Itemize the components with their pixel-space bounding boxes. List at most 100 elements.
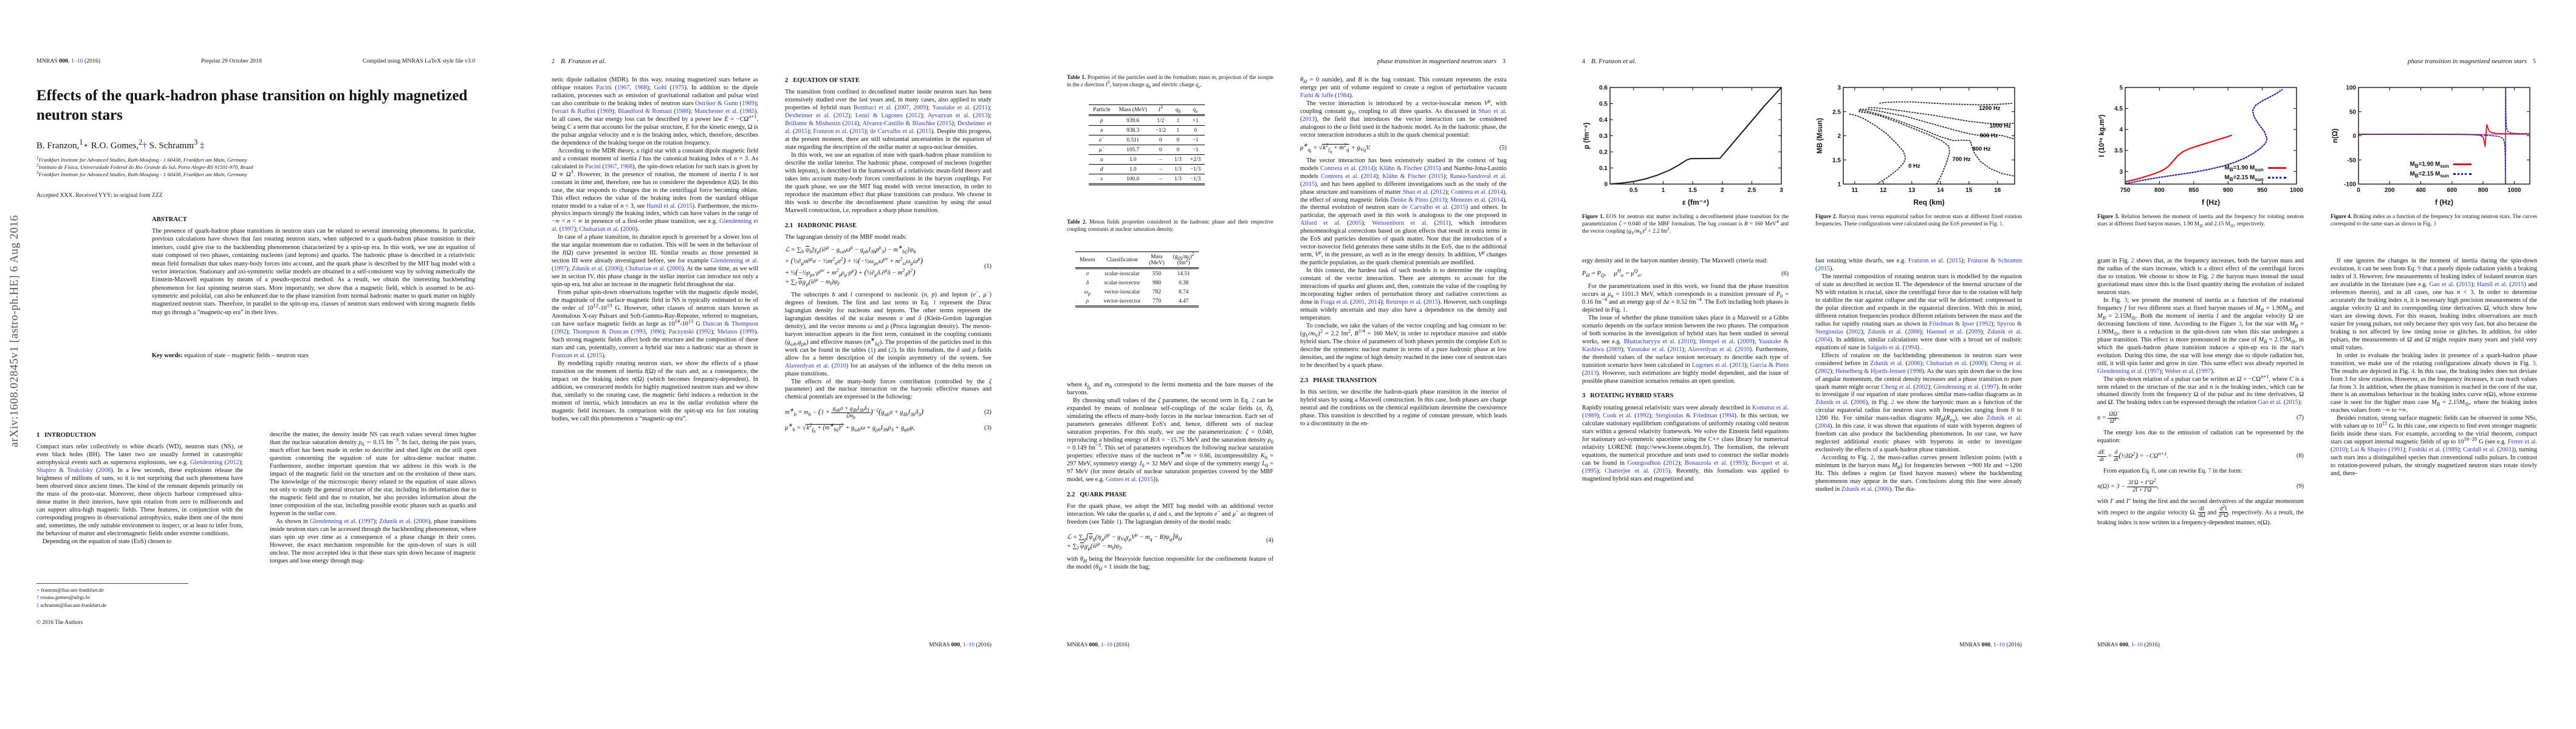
citation-link[interactable]: Alford et al.: [1300, 220, 1341, 227]
citation-link[interactable]: 2005: [1349, 220, 1362, 227]
citation-link[interactable]: 2014: [844, 120, 857, 128]
citation-link[interactable]: 2009: [913, 104, 927, 112]
citation-link[interactable]: 2000: [623, 226, 635, 233]
citation-link[interactable]: 1995: [1584, 467, 1597, 474]
citation-link[interactable]: 2012: [1433, 188, 1446, 196]
citation-link[interactable]: Yasutake et al.: [1627, 346, 1665, 353]
citation-link[interactable]: Zdunik et al.: [379, 518, 412, 525]
citation-link[interactable]: 4: [2411, 368, 2414, 375]
citation-link[interactable]: Chubarian et al.: [579, 226, 619, 233]
citation-link[interactable]: Thompson & Duncan: [572, 329, 629, 335]
citation-link[interactable]: 2014: [1361, 165, 1374, 172]
citation-link[interactable]: de Carvalho et al.: [1402, 204, 1449, 211]
citation-link[interactable]: Gourgoulhon: [1627, 459, 1661, 467]
citation-link[interactable]: Franzon et al.: [813, 128, 848, 135]
citation-link[interactable]: 2009: [1739, 338, 1753, 345]
citation-link[interactable]: 2015: [589, 352, 602, 359]
citation-link[interactable]: 1998: [1909, 368, 1922, 375]
citation-link[interactable]: 2008: [98, 467, 111, 474]
citation-link[interactable]: 2: [1891, 399, 1894, 406]
citation-link[interactable]: Cheng et al.: [1881, 383, 1912, 391]
citation-link[interactable]: 1997: [553, 265, 567, 273]
citation-link[interactable]: ⋆: [83, 141, 89, 151]
citation-link[interactable]: 2004: [1817, 423, 1831, 430]
citation-link[interactable]: 1992: [698, 329, 711, 335]
citation-link[interactable]: Pacini: [596, 84, 612, 91]
citation-link[interactable]: 1: [1622, 306, 1626, 313]
citation-link[interactable]: 2: [2131, 258, 2134, 264]
citation-link[interactable]: 2015: [1140, 476, 1154, 483]
citation-link[interactable]: 1999: [742, 329, 755, 335]
citation-link[interactable]: Alaverdyan et al.: [785, 362, 829, 369]
citation-link[interactable]: Franzon & Schramm: [1967, 258, 2022, 264]
citation-link[interactable]: Paczynski: [668, 329, 694, 335]
citation-link[interactable]: 2013: [1432, 196, 1445, 204]
citation-link[interactable]: 2015: [852, 128, 865, 135]
citation-link[interactable]: 1988: [676, 108, 689, 115]
citation-link[interactable]: Lenzi & Lugones: [855, 112, 903, 120]
citation-link[interactable]: 2009: [1608, 346, 1622, 353]
citation-link[interactable]: †: [36, 594, 39, 601]
citation-link[interactable]: Klähn & Fischer: [1379, 165, 1422, 172]
citation-link[interactable]: 2000: [669, 265, 682, 273]
citation-link[interactable]: Glendenning et al.: [310, 518, 357, 525]
citation-link[interactable]: 1: [1999, 221, 2002, 227]
citation-link[interactable]: 2002: [1915, 383, 1928, 391]
citation-link[interactable]: 3: [2433, 221, 2436, 227]
citation-link[interactable]: 2015: [1302, 180, 1315, 188]
citation-link[interactable]: Contrera et al.: [1320, 165, 1357, 172]
citation-link[interactable]: 2004: [1817, 336, 1831, 343]
citation-link[interactable]: 1975: [671, 84, 685, 91]
citation-link[interactable]: 1997: [2146, 368, 2160, 375]
citation-link[interactable]: 2015: [919, 128, 932, 135]
citation-link[interactable]: 1992: [553, 329, 567, 335]
citation-link[interactable]: Dexheimer et al.: [785, 112, 831, 120]
citation-link[interactable]: Glendenning et al.: [1933, 383, 1980, 391]
citation-link[interactable]: Glendenning et al.: [2097, 368, 2143, 375]
citation-link[interactable]: 2015: [1817, 265, 1831, 272]
citation-link[interactable]: 1: [1116, 518, 1120, 525]
citation-link[interactable]: 2012: [908, 112, 921, 120]
citation-link[interactable]: Franzon et al.: [1908, 258, 1945, 264]
citation-link[interactable]: Cheng et al.: [1990, 360, 2022, 367]
citation-link[interactable]: 1985: [742, 108, 755, 115]
citation-link[interactable]: 1997: [561, 226, 574, 233]
citation-link[interactable]: Yasutake et al.: [932, 104, 971, 112]
citation-link[interactable]: 1997: [1984, 383, 1996, 391]
citation-link[interactable]: 2010: [2332, 447, 2346, 454]
citation-link[interactable]: 2: [1251, 397, 1255, 404]
citation-link[interactable]: 2001: [2499, 447, 2512, 454]
citation-link[interactable]: Komatsu et al.: [1752, 404, 1789, 411]
citation-link[interactable]: 2: [1870, 454, 1874, 462]
citation-link[interactable]: 2006: [416, 518, 429, 525]
citation-link[interactable]: Zdunik et al.: [1987, 328, 2022, 335]
citation-link[interactable]: 1996: [649, 329, 662, 335]
citation-link[interactable]: 1997: [2198, 368, 2211, 375]
citation-link[interactable]: Yasutake & Kashiwa: [1582, 338, 1789, 353]
citation-link[interactable]: 1989: [2445, 447, 2458, 454]
citation-link[interactable]: 2008: [1907, 328, 1920, 335]
citation-link[interactable]: Weber et al.: [2165, 368, 2195, 375]
citation-link[interactable]: Zdunik et al.: [1815, 399, 1849, 406]
citation-link[interactable]: Contrera et al.: [1321, 173, 1359, 180]
citation-link[interactable]: 3: [2124, 296, 2128, 304]
citation-link[interactable]: 1968: [620, 163, 633, 170]
citation-link[interactable]: Zdunik et al.: [572, 265, 604, 273]
citation-link[interactable]: Spyrou & Stergioulas: [1815, 320, 2022, 335]
citation-link[interactable]: Hamil et al.: [646, 202, 676, 210]
citation-link[interactable]: 1997: [360, 518, 374, 525]
citation-link[interactable]: Friedman & Ipser: [1929, 320, 1975, 327]
citation-link[interactable]: 2006: [1907, 360, 1920, 367]
citation-link[interactable]: Chubarian et al.: [1926, 360, 1968, 367]
citation-link[interactable]: 1: [870, 346, 874, 354]
citation-link[interactable]: Cook et al.: [1603, 412, 1632, 419]
citation-link[interactable]: 2015: [1425, 299, 1439, 306]
citation-link[interactable]: Heiselberg & Hjorth-Jensen: [1835, 368, 1906, 375]
citation-link[interactable]: Glendenning: [190, 459, 223, 467]
citation-link[interactable]: ⋆: [36, 587, 40, 593]
citation-link[interactable]: 2006: [1877, 486, 1889, 493]
citation-link[interactable]: 2015: [2458, 281, 2472, 288]
citation-link[interactable]: 8: [2151, 467, 2155, 474]
citation-link[interactable]: 1994: [1905, 344, 1917, 351]
citation-link[interactable]: Hempel et al.: [1699, 338, 1735, 345]
